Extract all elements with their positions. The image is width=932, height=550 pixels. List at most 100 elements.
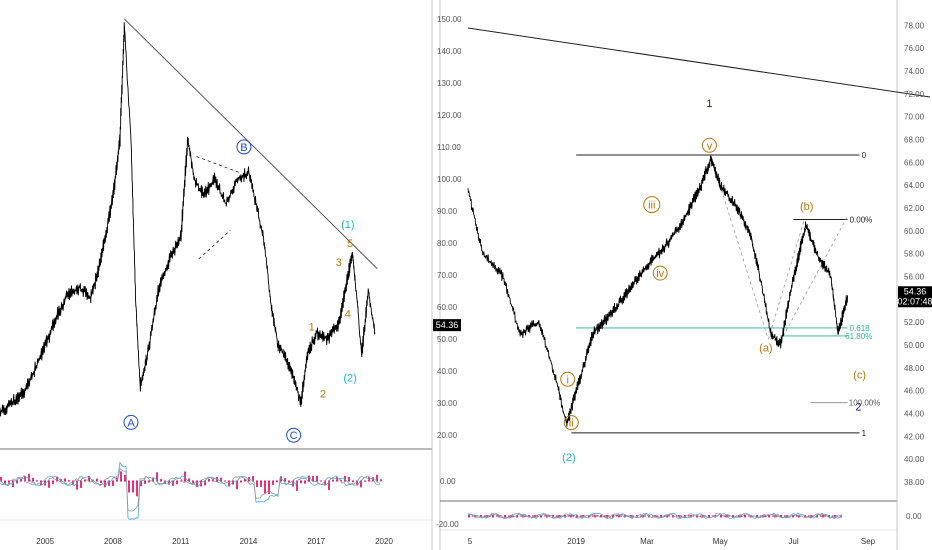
right-osc-hist-bar — [696, 515, 698, 518]
left-osc-hist-bar — [260, 481, 262, 487]
left-osc-hist-bar — [68, 480, 70, 482]
right-osc-hist-bar — [678, 515, 680, 518]
right-ytick-label: 52.00 — [904, 318, 925, 327]
left-osc-hist-bar — [152, 477, 154, 482]
left-ytick-label: 40.00 — [437, 367, 458, 376]
left-osc-hist-bar — [300, 481, 302, 484]
left-xtick-label: 2005 — [36, 537, 54, 546]
left-osc-hist-bar — [252, 475, 254, 482]
right-wave-label: i — [566, 374, 568, 386]
right-osc-hist-bar — [834, 515, 836, 518]
left-osc-hist-bar — [308, 475, 310, 482]
left-osc-hist-bar — [132, 481, 134, 493]
right-wave-circle — [701, 137, 717, 153]
left-osc-hist-bar — [236, 481, 238, 490]
left-xtick-label: 2008 — [104, 537, 122, 546]
right-bar-countdown: 02:07:48 — [897, 296, 932, 306]
fib-level-label: 0 — [862, 151, 867, 160]
left-ytick-label: 120.00 — [437, 111, 462, 120]
left-osc-hist-bar — [240, 481, 242, 483]
left-wave-label: 4 — [345, 308, 351, 320]
right-price-series — [467, 155, 849, 427]
right-ytick-label: 46.00 — [904, 387, 925, 396]
left-osc-hist-bar — [124, 474, 126, 482]
right-osc-hist-bar — [702, 515, 704, 518]
right-xtick-label: 5 — [468, 537, 473, 546]
left-osc-hist-bar — [288, 481, 290, 483]
right-ytick-label: 48.00 — [904, 364, 925, 373]
right-time-axis[interactable]: 5 2019 Mar May Jul Sep — [468, 537, 876, 546]
left-osc-hist-bar — [184, 471, 186, 482]
left-osc-hist-bar — [224, 480, 226, 482]
right-last-price-badge — [898, 286, 932, 308]
right-osc-hist-bar — [606, 515, 608, 518]
left-last-price-badge — [433, 319, 461, 332]
left-osc-hist-bar — [232, 481, 234, 485]
left-osc-hist-bar — [352, 481, 354, 483]
left-xtick-label: 2014 — [240, 537, 258, 546]
left-osc-hist-bar — [16, 481, 18, 484]
right-ytick-label: 70.00 — [904, 113, 925, 122]
right-osc-hist-bar — [570, 515, 572, 518]
right-osc-hist-bar — [666, 515, 668, 518]
right-osc-hist-bar — [576, 515, 578, 518]
right-osc-hist-bar — [582, 515, 584, 518]
left-ytick-label: 80.00 — [437, 239, 458, 248]
right-xtick-label: 2019 — [567, 537, 585, 546]
left-osc-hist-bar — [32, 477, 34, 482]
left-osc-hist-bar — [108, 481, 110, 486]
left-osc-hist-bar — [188, 478, 190, 482]
right-osc-hist-bar — [732, 515, 734, 518]
right-osc-hist-bar — [540, 515, 542, 518]
right-price-axis[interactable]: 78.00 76.00 74.00 72.00 70.00 68.00 66.00 64.00… — [904, 21, 925, 487]
right-osc-hist-bar — [762, 515, 764, 518]
right-xtick-label: Jul — [788, 537, 798, 546]
left-osc-hist-bar — [264, 481, 266, 494]
left-osc-hist-bar — [328, 481, 330, 491]
left-osc-hist-bar — [160, 479, 162, 482]
right-osc-hist-bar — [744, 515, 746, 518]
right-osc-hist-bar — [612, 515, 614, 518]
left-ytick-label: 130.00 — [437, 79, 462, 88]
right-osc-hist-bar — [750, 515, 752, 518]
left-osc-tick-label: -20.00 — [436, 520, 459, 529]
left-last-price-value: 54.36 — [436, 320, 459, 330]
left-osc-hist-bar — [196, 481, 198, 488]
right-osc-hist-bar — [474, 515, 476, 518]
left-osc-hist-bar — [316, 475, 318, 482]
left-ytick-label: 90.00 — [437, 207, 458, 216]
left-osc-hist-bar — [204, 481, 206, 486]
left-osc-hist-bar — [244, 478, 246, 482]
right-ytick-label: 56.00 — [904, 273, 925, 282]
fib-level-label: 61.80% — [845, 332, 872, 341]
left-ytick-label: 110.00 — [437, 143, 461, 152]
left-gridlines — [0, 0, 433, 550]
right-oscillator-panel: 0.00 — [467, 512, 922, 521]
left-osc-hist-bar — [168, 481, 170, 485]
left-ytick-label: 100.00 — [437, 175, 462, 184]
right-projection-dash-2 — [767, 219, 805, 340]
left-osc-hist-bar — [320, 480, 322, 482]
right-osc-hist-bar — [642, 515, 644, 518]
right-xtick-label: May — [713, 537, 728, 546]
left-osc-hist-bar — [176, 481, 178, 485]
right-osc-hist-bar — [468, 515, 470, 518]
right-osc-hist-bar — [768, 515, 770, 518]
left-price-line — [0, 22, 376, 417]
left-ytick-label: 70.00 — [437, 271, 458, 280]
right-wave-label: iii — [648, 200, 655, 212]
right-xtick-label: Mar — [640, 537, 654, 546]
right-wave-label: ii — [569, 418, 574, 430]
left-price-axis[interactable]: 150.00 140.00 130.00 120.00 110.00 100.00 90.0… — [437, 15, 462, 440]
right-ytick-label: 66.00 — [904, 158, 925, 167]
left-osc-hist-bar — [36, 480, 38, 482]
left-wave-label: 2 — [320, 389, 326, 401]
right-osc-tick-label: 0.00 — [906, 512, 922, 521]
left-osc-hist-bar — [208, 478, 210, 482]
right-osc-hist-bar — [738, 515, 740, 518]
left-time-axis[interactable]: 2005 2008 2011 2014 2017 2020 — [36, 537, 393, 546]
right-ytick-label: 74.00 — [904, 67, 925, 76]
right-ytick-label: 38.00 — [904, 478, 925, 487]
